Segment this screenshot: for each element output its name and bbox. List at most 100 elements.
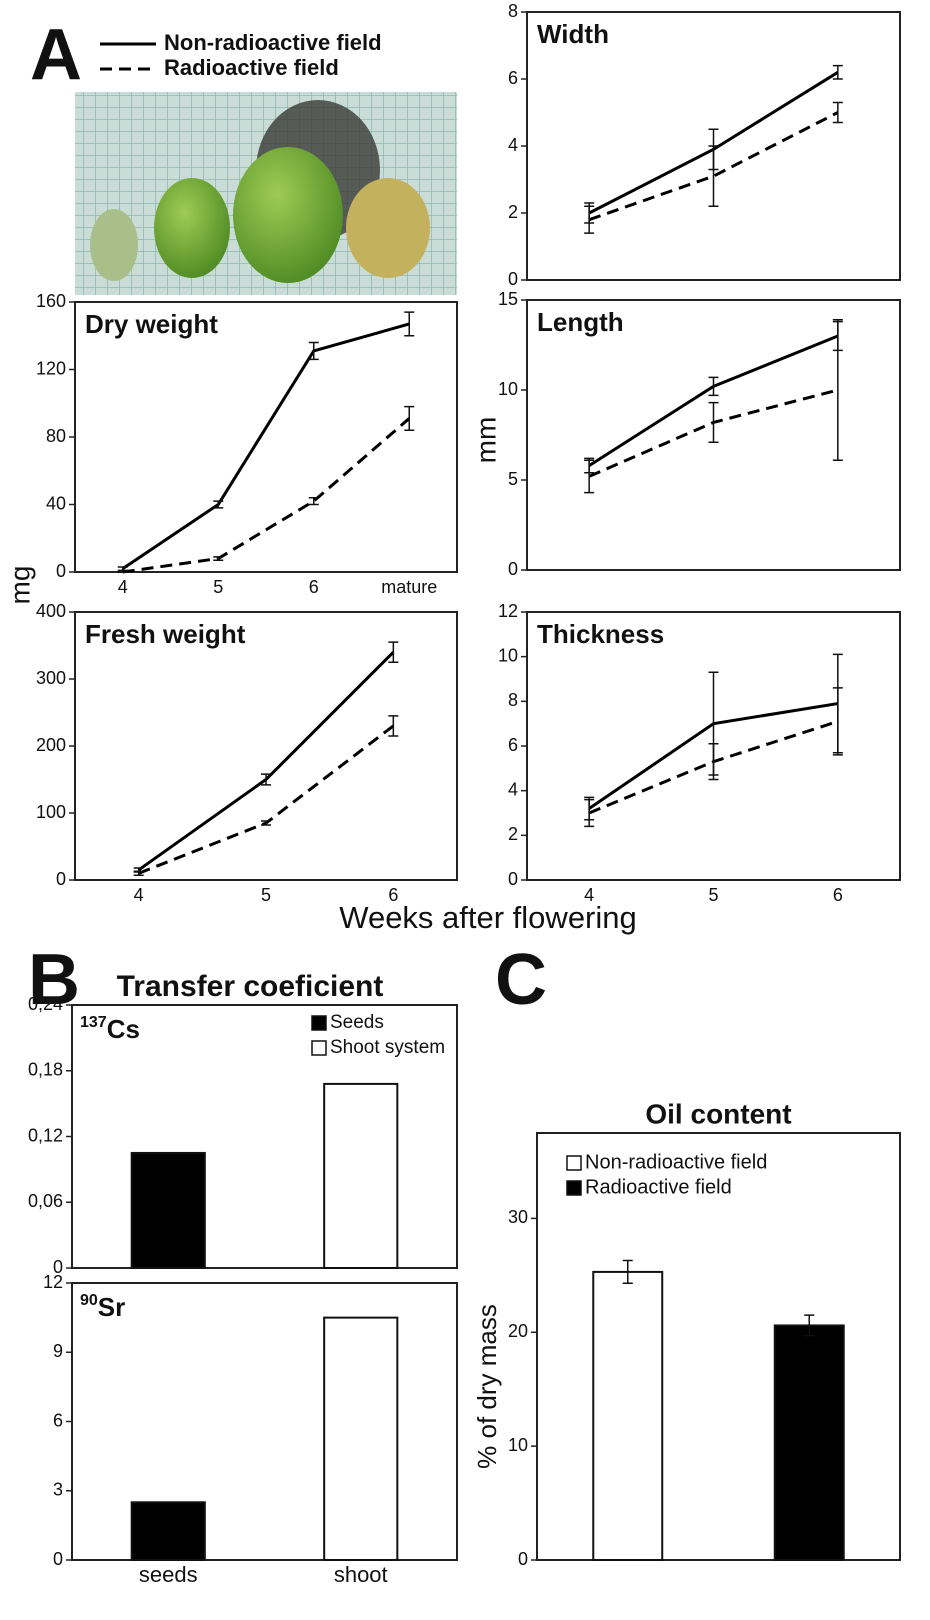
series-line [121,322,410,570]
isotope-mass: 137 [80,1014,107,1031]
legend-swatch [566,1180,582,1196]
y-tick-label: 0 [518,1549,528,1569]
error-bar [261,773,271,786]
y-tick-label: 20 [508,1321,528,1341]
y-tick-label: 0 [56,561,66,581]
x-tick-label: 4 [118,577,128,597]
y-tick-label: 10 [498,645,518,665]
isotope-label: 137Cs [80,1014,140,1044]
x-tick-label: 6 [309,577,319,597]
chart-title: Oil content [645,1098,791,1129]
bar [323,1316,399,1561]
x-tick-label: 6 [833,885,843,905]
error-bar [804,1314,815,1337]
plot-frame [536,1132,901,1561]
bar [592,1270,664,1562]
y-tick-label: 10 [508,1435,528,1455]
legend-label: Non-radioactive field [164,30,382,55]
y-tick-label: 12 [498,601,518,621]
error-bar [213,556,224,561]
plot-frame [526,299,901,571]
chart-title: Width [537,19,609,49]
y-tick-label: 120 [36,358,66,378]
y-tick-label: 0,24 [28,994,63,1014]
x-axis-label: Weeks after flowering [339,900,637,935]
y-tick-label: 160 [36,291,66,311]
y-tick-label: 6 [508,68,518,88]
y-tick-label: 8 [508,690,518,710]
error-bar [708,743,719,781]
x-tick-label: 6 [388,885,398,905]
bar [130,1501,206,1561]
y-tick-label: 12 [43,1272,63,1292]
error-bar [388,641,399,663]
bar [773,1324,845,1562]
series-line [588,111,839,222]
legend-label: Seeds [330,1012,384,1033]
error-bar [308,341,319,361]
chart-title: Dry weight [85,309,218,339]
y-tick-label: 2 [508,824,518,844]
x-tick-label: 4 [134,885,144,905]
y-axis-label: mg [4,566,35,605]
y-tick-label: 6 [508,735,518,755]
x-tick-label: 5 [261,885,271,905]
error-bar [832,64,843,80]
legend-label: Shoot system [330,1037,445,1058]
bar [323,1082,399,1270]
y-tick-label: 6 [53,1410,63,1430]
error-bar [261,820,271,826]
y-tick-label: 30 [508,1207,528,1227]
y-tick-label: 0 [508,559,518,579]
bar [130,1151,206,1269]
error-bar [404,405,415,431]
series-line [588,334,839,467]
error-bar [213,500,224,509]
y-tick-label: 0 [508,269,518,289]
legend-label: Non-radioactive field [585,1151,767,1173]
error-bar [117,566,128,572]
plot-frame [74,301,458,573]
error-bar [404,311,415,337]
legend-label: Radioactive field [585,1176,732,1198]
x-tick-label: 4 [584,885,594,905]
y-tick-label: 4 [508,779,518,799]
error-bar [308,497,319,506]
y-tick-label: 8 [508,1,518,21]
error-bar [133,870,144,877]
plot-frame [71,1282,458,1561]
y-tick-label: 0,12 [28,1125,63,1145]
isotope-mass: 90 [80,1292,98,1309]
y-tick-label: 0 [53,1549,63,1569]
y-tick-label: 80 [46,426,66,446]
error-bar [832,319,843,461]
y-tick-label: 2 [508,202,518,222]
panel-title: Transfer coeficient [117,970,384,1003]
seed-photo [75,92,457,295]
y-tick-label: 0,06 [28,1191,63,1211]
x-tick-label: 5 [213,577,223,597]
plot-frame [74,611,458,881]
y-tick-label: 10 [498,379,518,399]
y-tick-label: 5 [508,469,518,489]
panel-label: A [30,15,82,95]
y-tick-label: 200 [36,735,66,755]
error-bar [622,1259,633,1285]
x-tick-label: mature [381,577,437,597]
x-tick-label: seeds [139,1562,198,1587]
legend-swatch [311,1040,327,1056]
series-line [138,724,395,875]
x-tick-label: 5 [708,885,718,905]
error-bar [584,459,595,494]
isotope-label: 90Sr [80,1292,125,1322]
legend-swatch [311,1015,327,1031]
error-bar [832,101,843,124]
y-tick-label: 15 [498,289,518,309]
series-line [122,417,411,574]
series-line [137,651,395,872]
y-tick-label: 4 [508,135,518,155]
y-axis-label: % of dry mass [472,1304,502,1469]
y-tick-label: 0 [56,869,66,889]
